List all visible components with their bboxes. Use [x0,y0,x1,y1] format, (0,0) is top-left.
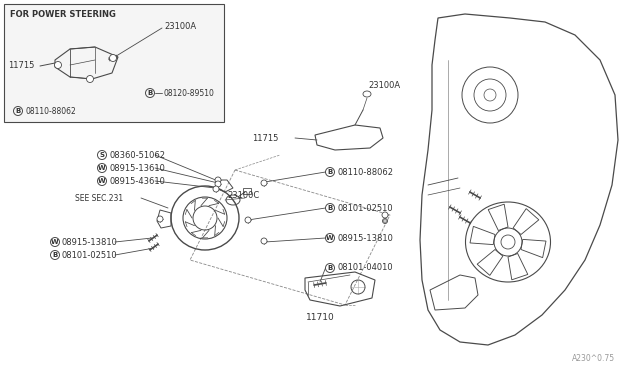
Text: 08915-13610: 08915-13610 [109,164,165,173]
Text: B: B [15,108,20,114]
Text: 11710: 11710 [306,314,334,323]
Circle shape [384,220,387,222]
Text: 08915-13810: 08915-13810 [62,237,118,247]
Text: 08101-04010: 08101-04010 [338,263,394,273]
Circle shape [86,76,93,83]
Text: 23100A: 23100A [164,22,196,31]
Text: B: B [328,265,333,271]
Text: 11715: 11715 [8,61,35,70]
Text: 11715: 11715 [252,134,278,142]
Text: 08110-88062: 08110-88062 [25,106,76,115]
Text: W: W [98,178,106,184]
Text: 08101-02510: 08101-02510 [62,250,118,260]
Text: 08915-43610: 08915-43610 [109,176,165,186]
Text: B: B [147,90,152,96]
Text: 23100A: 23100A [368,80,400,90]
Text: 23100C: 23100C [227,190,259,199]
Text: 08915-13810: 08915-13810 [338,234,394,243]
Circle shape [245,217,251,223]
Bar [4,4,224,122]
Text: W: W [51,239,59,245]
Text: 08101-02510: 08101-02510 [338,203,394,212]
Text: W: W [98,165,106,171]
Circle shape [109,55,116,61]
Text: B: B [328,169,333,175]
Text: S: S [99,152,104,158]
Circle shape [54,61,61,68]
Bar [243,188,251,194]
Circle shape [382,212,388,218]
Text: 08120-89510: 08120-89510 [164,89,215,97]
Text: B: B [52,252,58,258]
Text: W: W [326,235,334,241]
Circle shape [157,216,163,222]
Text: FOR POWER STEERING: FOR POWER STEERING [10,10,116,19]
Circle shape [383,218,387,224]
Circle shape [215,177,221,183]
Circle shape [213,186,219,192]
Circle shape [215,181,221,187]
Text: B: B [328,205,333,211]
Text: SEE SEC.231: SEE SEC.231 [75,193,123,202]
Circle shape [261,238,267,244]
Text: 08110-88062: 08110-88062 [338,167,394,176]
Text: 08360-51062: 08360-51062 [109,151,165,160]
Text: A230^0.75: A230^0.75 [572,354,615,363]
Circle shape [261,180,267,186]
